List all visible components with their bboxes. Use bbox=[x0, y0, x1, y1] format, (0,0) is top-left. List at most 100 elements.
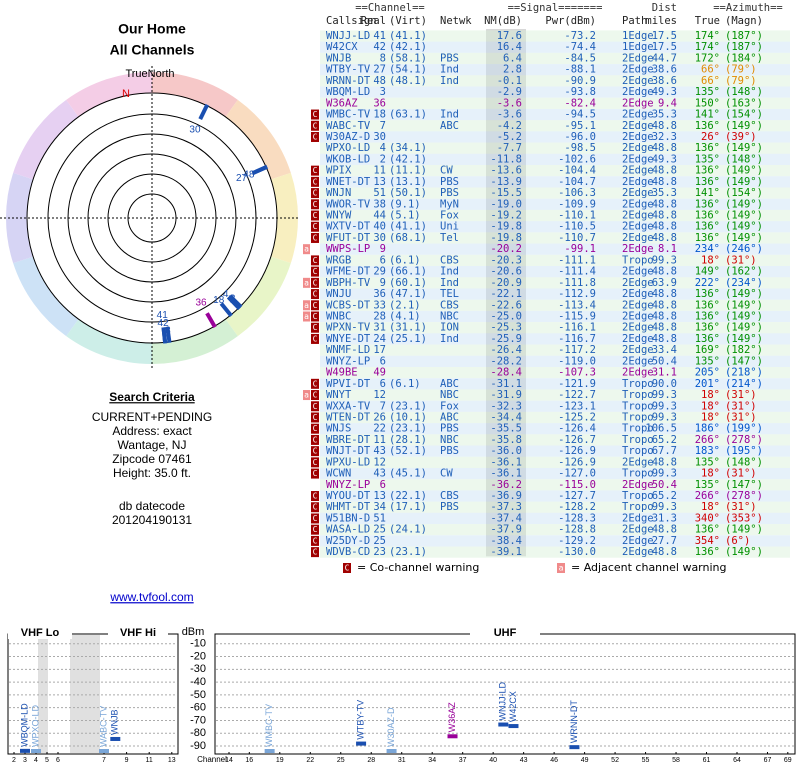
cell-virt: (25.1) bbox=[389, 333, 427, 345]
cell-magn: (149°) bbox=[725, 299, 763, 311]
x-tick-label: 14 bbox=[225, 757, 233, 764]
cell-true: 141° bbox=[695, 109, 720, 121]
cell-real: 25 bbox=[373, 524, 386, 536]
x-tick-label: 58 bbox=[672, 757, 680, 764]
x-tick-label: 2 bbox=[12, 757, 16, 764]
band-label: VHF Hi bbox=[120, 627, 156, 639]
x-tick-label: 61 bbox=[703, 757, 711, 764]
cell-net: Fox bbox=[440, 400, 459, 412]
row-bg bbox=[320, 75, 790, 87]
adjacent-warning: a bbox=[304, 312, 309, 321]
station-channel: 36 bbox=[195, 298, 207, 309]
cell-dist: 48.8 bbox=[652, 333, 677, 345]
co-channel-warning: C bbox=[313, 121, 318, 130]
cell-call: WPXN-TV bbox=[326, 322, 371, 334]
cell-nm: -36.9 bbox=[490, 490, 522, 502]
station-marker bbox=[161, 327, 168, 344]
cell-real: 30 bbox=[373, 131, 386, 143]
signal-bar bbox=[110, 736, 121, 741]
adjacent-warning-box bbox=[303, 244, 310, 255]
station-channel: 18 bbox=[213, 295, 225, 306]
nm-column-bg bbox=[486, 29, 526, 557]
cell-path: 2Edge bbox=[622, 64, 654, 76]
cell-call: WNBC bbox=[326, 311, 351, 323]
cell-path: 2Edge bbox=[622, 153, 654, 165]
signal-bar bbox=[498, 722, 509, 727]
cell-true: 66° bbox=[701, 75, 720, 87]
cell-real: 36 bbox=[373, 288, 386, 300]
site-link[interactable]: www.tvfool.com bbox=[109, 590, 193, 604]
adjacent-warning: a bbox=[304, 278, 309, 287]
signal-label: WNJB bbox=[110, 709, 120, 735]
cell-real: 11 bbox=[373, 165, 386, 177]
co-channel-warning: C bbox=[313, 334, 318, 343]
row-bg bbox=[320, 524, 790, 536]
cell-path: 2Edge bbox=[622, 86, 654, 98]
column-header: miles bbox=[645, 15, 677, 27]
cell-dist: 48.8 bbox=[652, 322, 677, 334]
row-bg bbox=[320, 546, 790, 558]
cell-nm: -19.2 bbox=[490, 210, 522, 222]
cell-magn: (163°) bbox=[725, 97, 763, 109]
cell-nm: 2.8 bbox=[503, 64, 522, 76]
row-bg bbox=[320, 86, 790, 98]
column-header: (Magn) bbox=[725, 15, 763, 27]
co-channel-warning-box bbox=[311, 188, 319, 199]
cell-dist: 9.4 bbox=[658, 97, 677, 109]
signal-label: WPXO-LD bbox=[30, 704, 40, 747]
cell-real: 23 bbox=[373, 546, 386, 558]
cell-path: Tropo bbox=[622, 389, 654, 401]
cell-call: WNYZ-LP bbox=[326, 355, 370, 367]
row-bg bbox=[320, 456, 790, 468]
cell-real: 42 bbox=[373, 41, 386, 53]
uhf-panel bbox=[214, 633, 796, 755]
cell-true: 201° bbox=[695, 378, 720, 390]
row-bg bbox=[320, 322, 790, 334]
cell-call: WNJB bbox=[326, 52, 351, 64]
x-tick-label: 55 bbox=[642, 757, 650, 764]
cell-call: WBQM-LD bbox=[326, 86, 370, 98]
cell-real: 51 bbox=[373, 512, 386, 524]
cell-path: 2Edge bbox=[622, 165, 654, 177]
adjacent-warning-box bbox=[303, 277, 310, 288]
co-channel-warning-box bbox=[311, 232, 319, 243]
cell-real: 28 bbox=[373, 311, 386, 323]
row-bg bbox=[320, 266, 790, 278]
cell-pwr: -117.2 bbox=[558, 344, 596, 356]
cell-call: W51BN-D bbox=[326, 512, 370, 524]
cell-magn: (234°) bbox=[725, 277, 763, 289]
group-header: ==Signal======= bbox=[508, 2, 603, 14]
cell-real: 8 bbox=[380, 52, 386, 64]
cell-net: ABC bbox=[440, 120, 459, 132]
cell-net: CW bbox=[440, 165, 453, 177]
cell-dist: 31.3 bbox=[652, 512, 677, 524]
row-bg bbox=[320, 97, 790, 109]
x-tick-label: 3 bbox=[23, 757, 27, 764]
cell-pwr: -128.8 bbox=[558, 524, 596, 536]
cell-call: WBRE-DT bbox=[326, 434, 371, 446]
cell-magn: (187°) bbox=[725, 30, 763, 42]
cell-nm: -22.6 bbox=[490, 299, 522, 311]
x-tick-label: 31 bbox=[398, 757, 406, 764]
cell-pwr: -104.7 bbox=[558, 176, 596, 188]
cell-magn: (149°) bbox=[725, 210, 763, 222]
row-bg bbox=[320, 187, 790, 199]
cell-virt: (17.1) bbox=[389, 501, 427, 513]
cell-path: 2Edge bbox=[622, 52, 654, 64]
x-tick-label: 64 bbox=[733, 757, 741, 764]
cell-call: WASA-LD bbox=[326, 524, 370, 536]
cell-call: WNJT-DT bbox=[326, 445, 371, 457]
cell-call: WABC-TV bbox=[326, 120, 371, 132]
cell-net: ABC bbox=[440, 411, 459, 423]
cell-real: 51 bbox=[373, 187, 386, 199]
cell-nm: -34.4 bbox=[490, 411, 522, 423]
cell-dist: 32.3 bbox=[652, 131, 677, 143]
station-channel: 42 bbox=[158, 318, 170, 329]
cell-nm: -7.7 bbox=[497, 142, 522, 154]
row-bg bbox=[320, 333, 790, 345]
cell-pwr: -94.5 bbox=[564, 109, 596, 121]
row-bg bbox=[320, 176, 790, 188]
cell-call: WRNN-DT bbox=[326, 75, 371, 87]
row-bg bbox=[320, 30, 790, 42]
